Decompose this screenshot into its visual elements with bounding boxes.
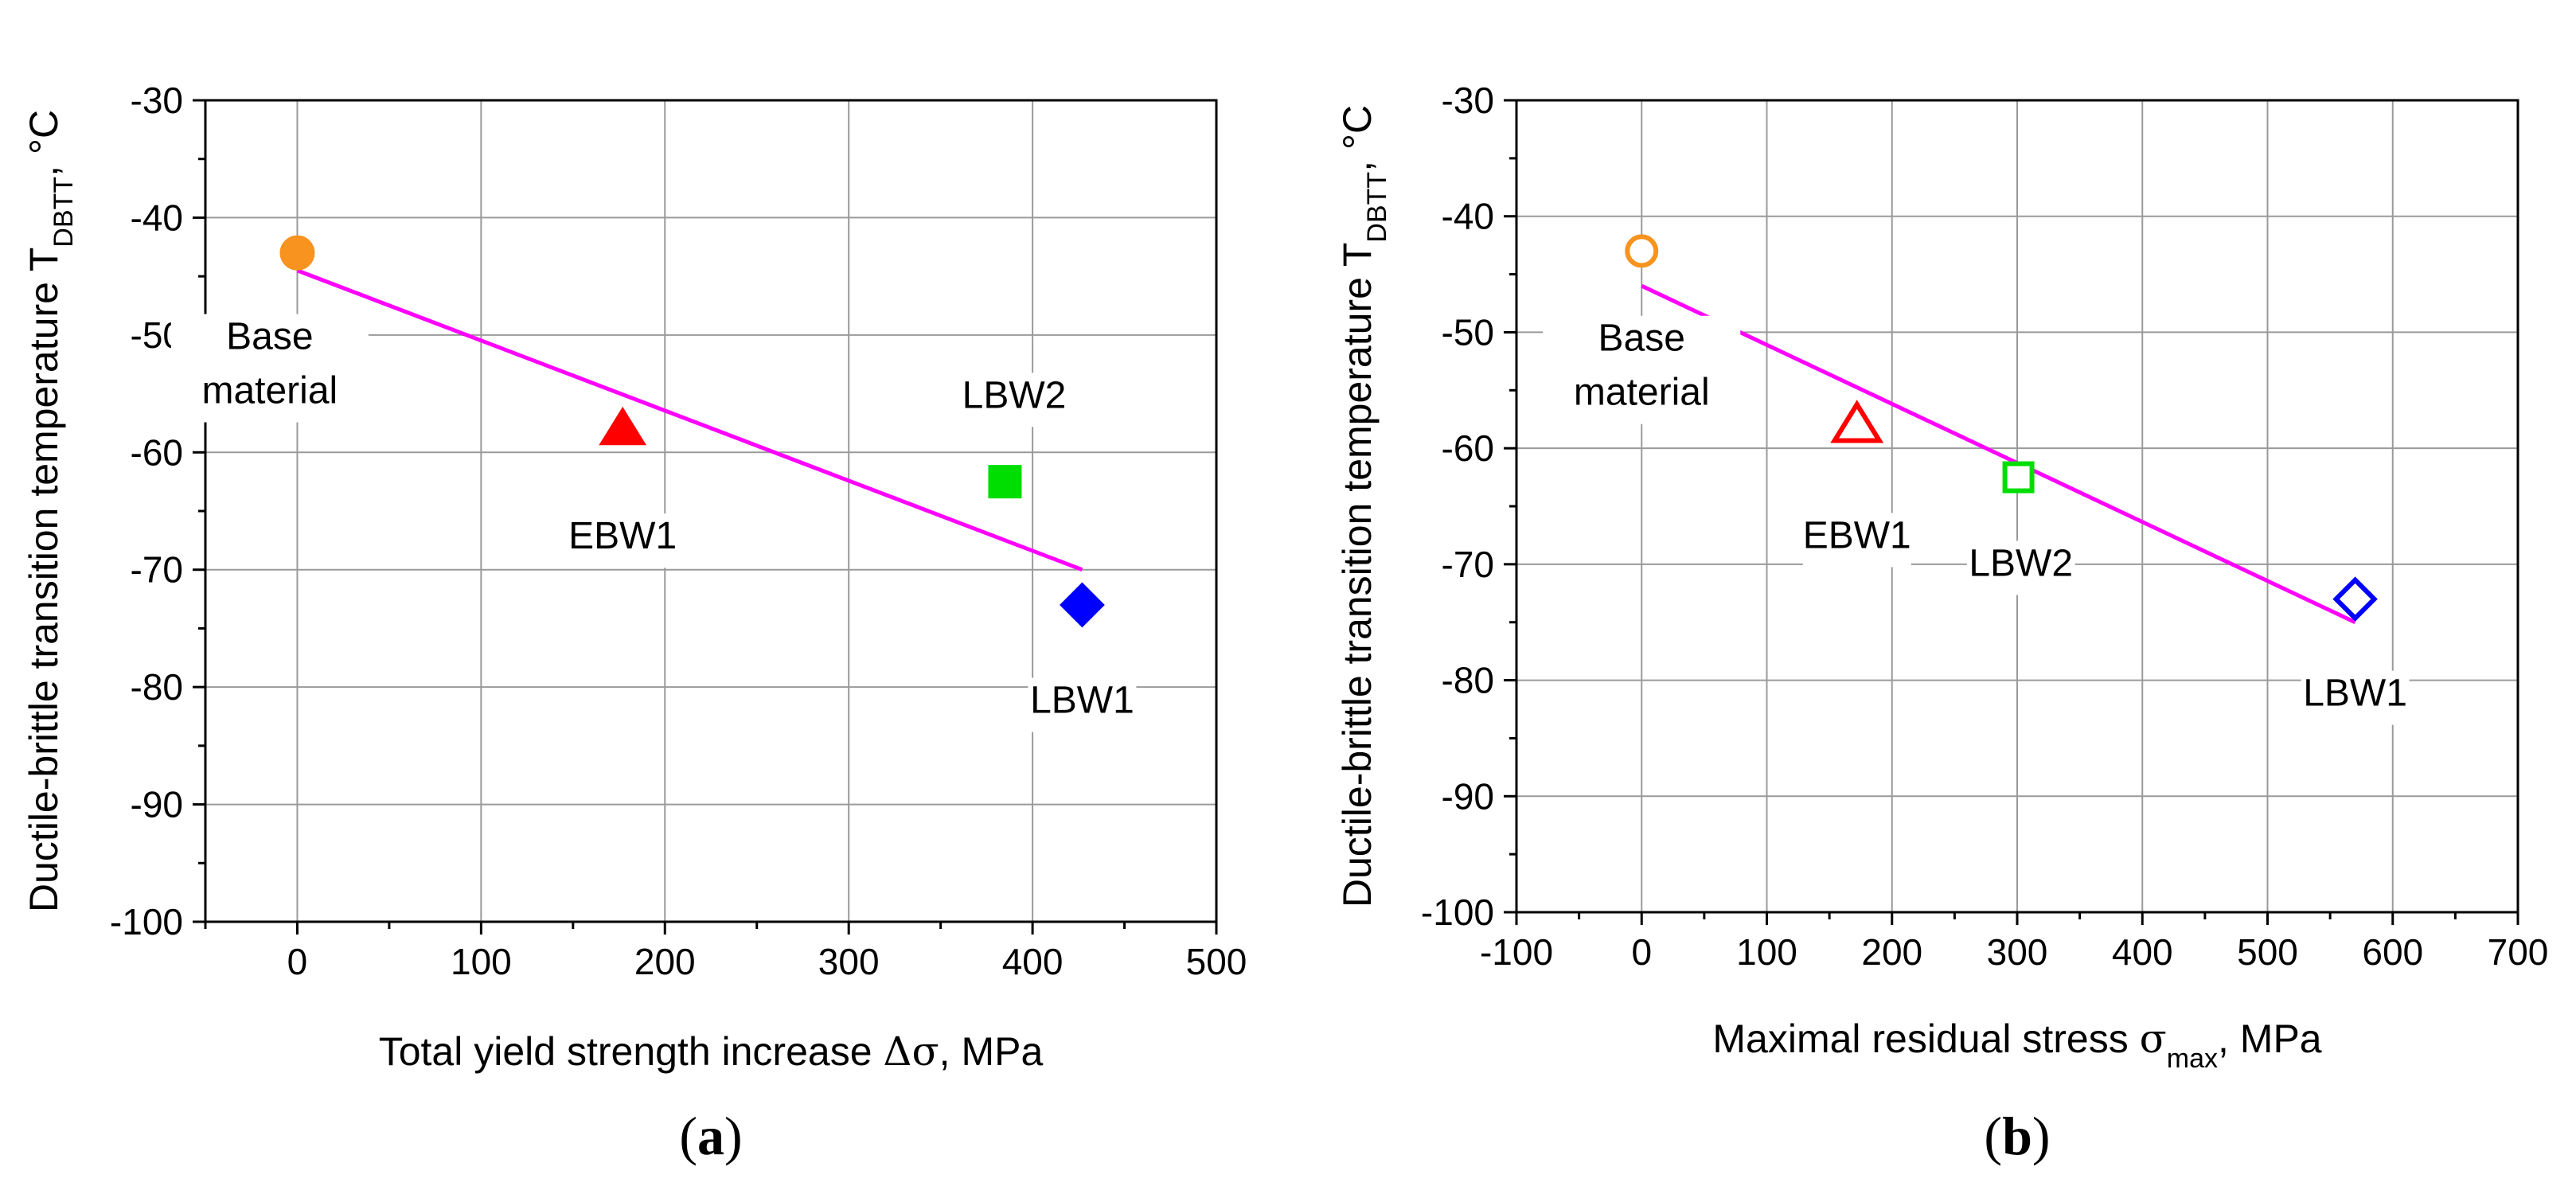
x-tick-label: 200 [634, 941, 696, 982]
annotation-label: material [201, 370, 338, 412]
base-material-marker [1625, 234, 1659, 268]
annotation-box [170, 314, 369, 423]
y-tick-label: -90 [1442, 775, 1494, 817]
annotation-box [2301, 670, 2410, 725]
x-axis-title-unit: , MPa [2218, 1016, 2322, 1061]
y-tick-label: -100 [110, 901, 183, 942]
annotation-box [568, 513, 677, 568]
y-axis-title-unit: , °C [21, 110, 66, 177]
y-tick-label: -100 [1421, 892, 1494, 933]
y-tick-label: -30 [1442, 80, 1494, 121]
plot-frame [204, 99, 1218, 923]
x-axis-title-main: Total yield strength increase [379, 1029, 884, 1074]
ebw1-marker [599, 406, 647, 446]
annotation-label: LBW2 [962, 374, 1067, 416]
ebw1-marker [1830, 400, 1884, 443]
x-tick-label: 200 [1861, 931, 1922, 973]
y-tick-label: -50 [1442, 311, 1494, 353]
y-tick-label: -90 [131, 784, 183, 825]
y-axis-title-subscript: DBTT [49, 177, 79, 248]
x-tick-label: 400 [1002, 941, 1064, 982]
x-tick-label: 500 [1186, 941, 1247, 982]
panel-label: (a) [679, 1106, 742, 1166]
panel-b: -100 0 100 200 300 400 500 600 700 -100 -90 -80 -70 -… [1335, 80, 2548, 1166]
x-tick-label: 100 [451, 941, 512, 982]
annotation-label: LBW2 [1969, 542, 2073, 584]
y-tick-label: -70 [131, 549, 183, 591]
annotation-label: LBW1 [1030, 680, 1134, 722]
annotation-box [1966, 540, 2075, 595]
x-axis-title-main: Maximal residual stress [1712, 1016, 2139, 1061]
y-tick-label: -60 [1442, 427, 1494, 469]
y-tick-label: -80 [131, 666, 183, 708]
y-tick-label: -70 [1442, 544, 1494, 585]
lbw1-marker [1060, 582, 1105, 628]
x-tick-label: 300 [818, 941, 880, 982]
annotation-label: LBW1 [2303, 673, 2407, 715]
y-tick-label: -80 [1442, 660, 1494, 701]
panel-a: 0 100 200 300 400 500-100-90-80-70-60-50-40-3… [21, 80, 1247, 1166]
x-tick-label: -100 [1480, 931, 1553, 973]
base-material-marker [279, 235, 315, 271]
panel-label-open: ( [1984, 1106, 2002, 1166]
x-axis-title-unit: , MPa [939, 1029, 1044, 1074]
x-axis-title-symbol: σ [2140, 1016, 2167, 1062]
x-tick-label: 600 [2362, 931, 2423, 973]
x-tick-label: 700 [2488, 931, 2549, 973]
annotation-label: EBW1 [1803, 514, 1911, 556]
annotation-label: Base [1598, 318, 1685, 360]
y-axis-title-main: Ductile-brittle transition temperature T [21, 248, 66, 913]
lbw1-marker [2332, 576, 2378, 622]
x-tick-label: 500 [2237, 931, 2298, 973]
panel-label-open: ( [679, 1106, 697, 1166]
y-tick-label: -40 [1442, 196, 1494, 237]
x-tick-label: 0 [1631, 931, 1652, 973]
x-tick-label: 300 [1987, 931, 2048, 973]
annotation-box [1802, 513, 1911, 568]
x-axis-title-symbol: Δσ [883, 1028, 939, 1075]
y-axis-title: Ductile-brittle transition temperature T… [21, 110, 79, 912]
y-tick-label: -40 [131, 197, 183, 238]
annotation-label: material [1574, 372, 1710, 414]
x-axis-title-symbol-subscript: max [2167, 1044, 2218, 1074]
y-tick-label: -30 [131, 80, 183, 121]
y-axis-title: Ductile-brittle transition temperature T… [1335, 105, 1392, 907]
x-tick-label: 400 [2112, 931, 2173, 973]
y-tick-label: -60 [131, 431, 183, 473]
panel-label-letter: a [697, 1106, 724, 1166]
panel-label-letter: b [2002, 1106, 2032, 1166]
annotation-box [1028, 677, 1137, 732]
lbw2-marker [988, 465, 1022, 499]
x-tick-label: 100 [1736, 931, 1797, 973]
y-axis-title-unit: , °C [1335, 105, 1380, 172]
y-axis-title-main: Ductile-brittle transition temperature T [1335, 243, 1380, 908]
x-axis-title: Maximal residual stress σmax, MPa [1712, 1016, 2321, 1074]
fit-line [296, 268, 1083, 572]
x-axis-title: Total yield strength increase Δσ, MPa [379, 1028, 1044, 1075]
annotation-box [1543, 315, 1741, 424]
lbw2-marker [2002, 461, 2035, 494]
annotation-label: EBW1 [568, 515, 677, 557]
fit-line [1641, 283, 2356, 624]
panel-label-close: ) [2032, 1106, 2051, 1166]
x-tick-label: 0 [287, 941, 308, 982]
y-axis-title-subscript: DBTT [1362, 172, 1392, 243]
annotation-label: Base [226, 316, 313, 358]
annotation-box [960, 373, 1068, 427]
panel-label-close: ) [724, 1106, 743, 1166]
panel-label: (b) [1984, 1106, 2050, 1166]
